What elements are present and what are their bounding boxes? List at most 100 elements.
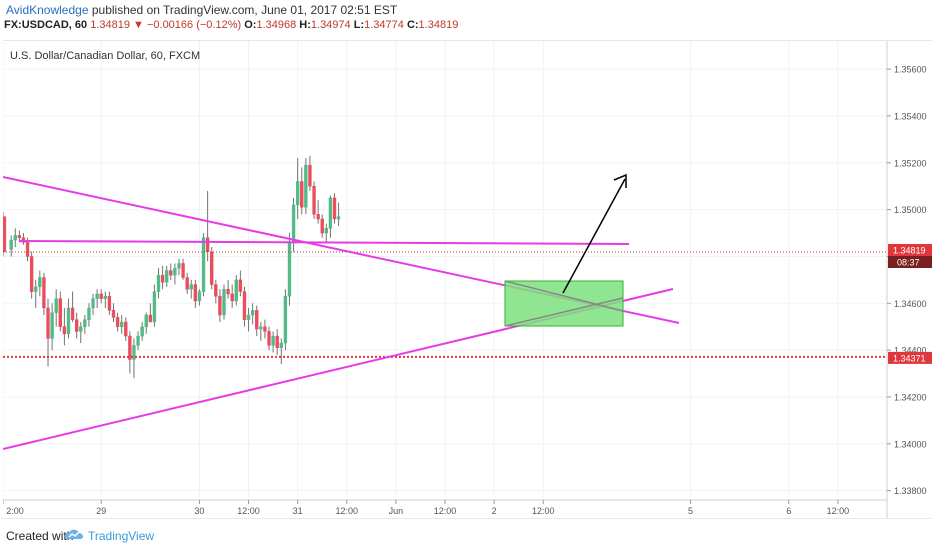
candle-body — [267, 331, 271, 346]
y-tick-label: 1.34200 — [894, 392, 927, 402]
price-chart[interactable]: U.S. Dollar/Canadian Dollar, 60, FXCM 1.… — [2, 41, 932, 519]
author-link[interactable]: AvidKnowledge — [6, 3, 89, 17]
grid-lines — [2, 41, 887, 500]
support-price-tag-text: 1.34371 — [893, 353, 926, 363]
candle-body — [300, 181, 304, 208]
drawings — [2, 173, 887, 450]
candle-body — [62, 326, 67, 334]
candle-body — [263, 326, 267, 332]
buy-zone-rectangle — [504, 280, 624, 327]
candle-body — [242, 291, 247, 320]
candle-body — [87, 307, 91, 320]
candle-body — [13, 235, 17, 241]
x-tick-label: 12:00 — [532, 506, 555, 516]
candle-body — [312, 185, 316, 215]
projection-arrow-head-icon — [613, 173, 627, 188]
candle-body — [34, 286, 38, 292]
candle-body — [201, 237, 206, 292]
countdown-tag-text: 08:37 — [897, 257, 920, 267]
candle-body — [275, 335, 279, 349]
x-tick-label: Jun — [389, 506, 404, 516]
candle-body — [283, 296, 288, 344]
created-with-text: Created with — [6, 529, 74, 543]
candle-body — [205, 237, 210, 253]
candle-body — [115, 317, 120, 327]
published-text: published on TradingView.com, June 01, 2… — [91, 3, 398, 17]
open-label: O: — [244, 19, 257, 31]
y-tick-label: 1.35600 — [894, 65, 927, 75]
candle-body — [42, 277, 46, 309]
candle-body — [185, 277, 189, 290]
candle-body — [54, 298, 58, 313]
chart-area[interactable]: U.S. Dollar/Canadian Dollar, 60, FXCM 1.… — [2, 40, 932, 519]
candle-body — [328, 197, 333, 229]
price-axis: 1.356001.354001.352001.350001.348001.346… — [887, 65, 927, 496]
y-tick-label: 1.35000 — [894, 205, 927, 215]
x-tick-label: 2 — [492, 506, 497, 516]
candle-body — [148, 314, 153, 323]
x-tick-label: 12:00 — [434, 506, 457, 516]
candle-body — [255, 310, 259, 330]
symbol-label: FX:USDCAD, 60 — [4, 19, 88, 31]
y-tick-label: 1.33800 — [894, 486, 927, 496]
last-price-tag-text: 1.34819 — [893, 245, 926, 255]
candle-body — [177, 263, 181, 269]
x-tick-label: 12:00 — [827, 506, 850, 516]
last-price-value: 1.34819 — [90, 19, 130, 31]
candle-body — [152, 291, 157, 323]
candle-body — [95, 293, 99, 299]
candle-body — [91, 298, 95, 309]
candle-body — [9, 239, 13, 250]
candle-body — [111, 310, 116, 318]
x-tick-label: 2:00 — [6, 506, 24, 516]
countdown-tag — [888, 255, 932, 268]
candle-body — [246, 314, 251, 320]
candle-body — [271, 335, 275, 346]
candle-body — [259, 326, 263, 330]
candle-body — [238, 279, 243, 292]
candle-body — [324, 228, 328, 234]
candle-body — [316, 214, 320, 220]
candle-body — [136, 335, 140, 346]
x-tick-label: 12:00 — [237, 506, 260, 516]
candle-body — [17, 235, 22, 238]
candle-body — [197, 291, 202, 302]
candle-body — [124, 321, 128, 337]
candle-body — [193, 284, 198, 302]
candle-body — [250, 310, 255, 316]
candle-body — [320, 218, 324, 234]
x-tick-label: 12:00 — [336, 506, 359, 516]
candle-body — [295, 181, 300, 206]
tradingview-brand[interactable]: TradingView — [88, 529, 155, 543]
projection-arrow-line — [562, 178, 626, 294]
candle-body — [128, 335, 132, 360]
support-price-tag — [888, 351, 932, 364]
candle-body — [156, 274, 161, 292]
candle-body — [336, 216, 341, 220]
price-labels: 1.34819 08:37 1.34371 — [888, 243, 932, 364]
candle-body — [230, 293, 234, 302]
candle-body — [79, 326, 83, 332]
x-tick-label: 30 — [194, 506, 204, 516]
time-axis: 2:00 29 30 12:00 31 12:00 Jun 12:00 2 12:00 5 6 12:0… — [2, 500, 850, 516]
open-value: 1.34968 — [256, 19, 297, 31]
candle-body — [103, 296, 107, 299]
candle-body — [2, 216, 7, 253]
x-tick-label: 31 — [293, 506, 303, 516]
candle-body — [74, 319, 79, 332]
y-tick-label: 1.34400 — [894, 346, 927, 356]
horizontal-resistance-line — [18, 240, 630, 245]
zone-overlay-line-2 — [504, 297, 624, 327]
candle-body — [70, 307, 75, 320]
change-value: −0.00166 (−0.12%) — [146, 19, 242, 31]
candle-body — [160, 274, 165, 283]
close-label: C: — [406, 19, 419, 31]
y-tick-label: 1.35200 — [894, 158, 927, 168]
candle-body — [279, 342, 283, 349]
ohlc-line: FX:USDCAD, 60 1.34819 ▼ −0.00166 (−0.12%… — [4, 19, 458, 31]
candle-body — [83, 319, 87, 327]
y-tick-label: 1.34600 — [894, 299, 927, 309]
candle-body — [291, 204, 296, 243]
y-tick-label: 1.35400 — [894, 111, 927, 121]
candle-body — [287, 242, 292, 297]
